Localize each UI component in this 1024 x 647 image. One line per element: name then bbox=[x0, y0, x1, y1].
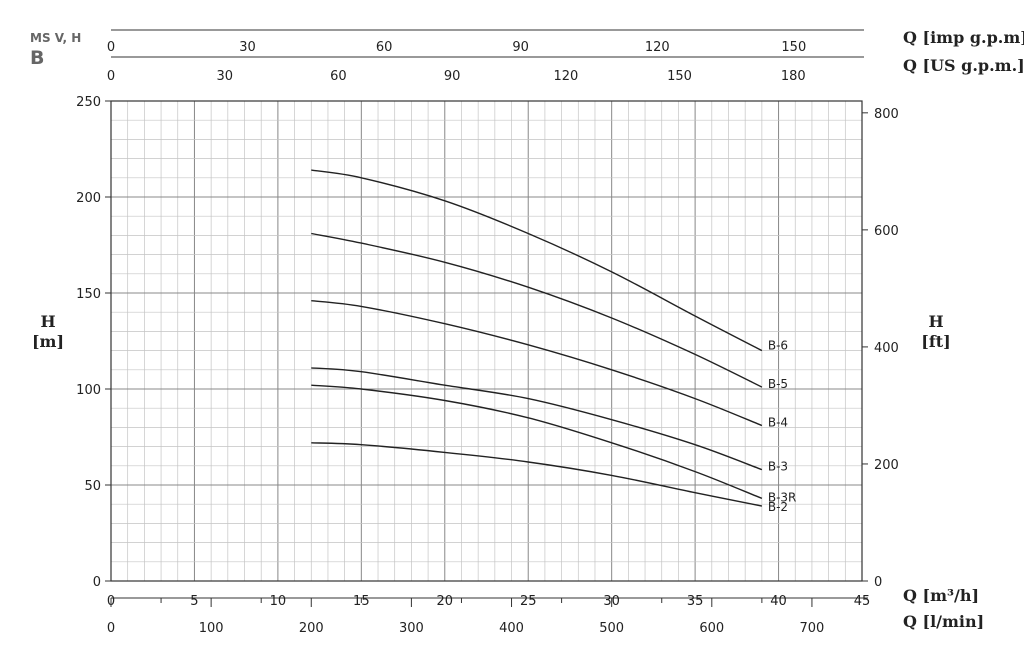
lmin-tick-label: 400 bbox=[499, 621, 524, 636]
x-tick-label: 20 bbox=[437, 594, 454, 609]
lmin-axis-label: Q [l/min] bbox=[903, 612, 984, 631]
y-axis-unit: [m] bbox=[32, 332, 64, 351]
imp-gpm-tick-label: 90 bbox=[512, 40, 529, 55]
right-axis-unit: [ft] bbox=[921, 332, 950, 351]
x-tick-label: 35 bbox=[687, 594, 704, 609]
bottom-axes: 0 5 10 15 20 25 30 35 40 450 100 200 300 400 500 600 700 bbox=[107, 594, 870, 636]
x-tick-label: 40 bbox=[770, 594, 787, 609]
us-gpm-tick-label: 120 bbox=[553, 69, 578, 84]
pump-curve-b-3 bbox=[311, 367, 763, 471]
y-tick-label: 200 bbox=[76, 191, 101, 206]
us-gpm-tick-label: 90 bbox=[444, 69, 461, 84]
lmin-tick-label: 0 bbox=[107, 621, 115, 636]
x-tick-label: 25 bbox=[520, 594, 537, 609]
left-axis: 0 50 100 150 200 250 bbox=[76, 95, 111, 590]
imp-gpm-tick-label: 30 bbox=[239, 40, 256, 55]
right-tick-label: 600 bbox=[874, 224, 899, 239]
curve-label-b-5: B-5 bbox=[768, 377, 788, 391]
lmin-tick-label: 300 bbox=[399, 621, 424, 636]
right-tick-label: 0 bbox=[874, 575, 882, 590]
y-tick-label: 0 bbox=[93, 575, 101, 590]
plot-frame bbox=[110, 100, 863, 582]
imp-gpm-tick-label: 0 bbox=[107, 40, 115, 55]
curves: B-6 B-5 B-4 B-3 B-3RB-2 bbox=[311, 169, 797, 514]
model-label: MS V, H bbox=[30, 31, 81, 45]
curve-label-b-3: B-3 bbox=[768, 460, 788, 474]
lmin-tick-label: 100 bbox=[199, 621, 224, 636]
x-tick-label: 5 bbox=[190, 594, 198, 609]
us-gpm-tick-label: 60 bbox=[330, 69, 347, 84]
m3h-axis-label: Q [m³/h] bbox=[903, 586, 979, 605]
us-gpm-tick-label: 0 bbox=[107, 69, 115, 84]
right-tick-label: 800 bbox=[874, 107, 899, 122]
lmin-tick-label: 700 bbox=[800, 621, 825, 636]
lmin-tick-label: 600 bbox=[699, 621, 724, 636]
x-tick-label: 45 bbox=[854, 594, 871, 609]
curve-label-b-4: B-4 bbox=[768, 415, 788, 429]
pump-curve-b-6 bbox=[311, 169, 763, 352]
imp-gpm-tick-label: 150 bbox=[781, 40, 806, 55]
right-axis: 0 200 400 600 800 bbox=[862, 107, 899, 590]
lmin-tick-label: 500 bbox=[599, 621, 624, 636]
pump-curve-b-2 bbox=[311, 442, 763, 507]
us-gpm-tick-label: 150 bbox=[667, 69, 692, 84]
top-axes: 0 30 60 90 120 150 0 30 60 90 120 150 180 bbox=[107, 29, 864, 84]
curve-label-b-6: B-6 bbox=[768, 339, 788, 353]
right-tick-label: 400 bbox=[874, 341, 899, 356]
imp-gpm-tick-label: 60 bbox=[376, 40, 393, 55]
lmin-tick-label: 200 bbox=[299, 621, 324, 636]
us-gpm-tick-label: 30 bbox=[216, 69, 233, 84]
right-axis-label: H bbox=[928, 312, 943, 331]
us-gpm-axis-label: Q [US g.p.m.] bbox=[903, 56, 1024, 75]
series-title: B bbox=[30, 47, 44, 69]
grid bbox=[110, 100, 863, 582]
imp-gpm-tick-label: 120 bbox=[645, 40, 670, 55]
pump-curve-b-5 bbox=[311, 232, 763, 388]
x-tick-label: 10 bbox=[270, 594, 287, 609]
y-tick-label: 100 bbox=[76, 383, 101, 398]
pump-curve-b-3r bbox=[311, 384, 763, 500]
curve-label-b-2: B-2 bbox=[768, 500, 788, 514]
imp-gpm-axis-label: Q [imp g.p.m] bbox=[903, 28, 1024, 47]
pump-curve-b-4 bbox=[311, 300, 763, 427]
us-gpm-tick-label: 180 bbox=[781, 69, 806, 84]
y-tick-label: 250 bbox=[76, 95, 101, 110]
y-tick-label: 50 bbox=[84, 479, 101, 494]
y-tick-label: 150 bbox=[76, 287, 101, 302]
right-tick-label: 200 bbox=[874, 458, 899, 473]
y-axis-label: H bbox=[40, 312, 55, 331]
curve-label-b-3r: B-3R bbox=[768, 490, 797, 504]
